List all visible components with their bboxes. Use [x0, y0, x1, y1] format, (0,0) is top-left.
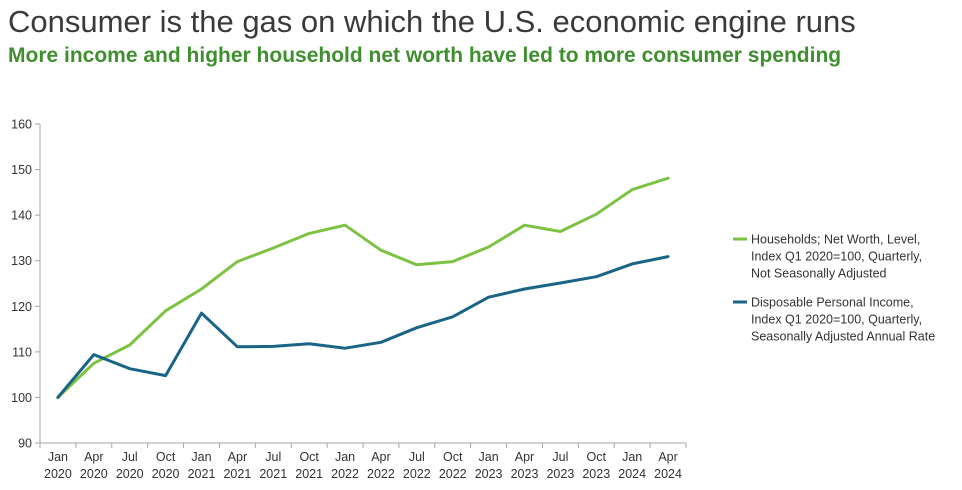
y-tick-label: 110: [12, 345, 32, 359]
x-tick-month: Jul: [122, 450, 138, 464]
x-tick-label: Oct 2020: [152, 450, 180, 481]
x-tick-year: 2023: [475, 467, 503, 481]
x-tick-year: 2024: [618, 467, 646, 481]
x-tick-year: 2021: [295, 467, 323, 481]
x-tick-month: Jan: [622, 450, 642, 464]
x-tick-month: Apr: [371, 450, 390, 464]
x-tick-label: Jan 2023: [475, 450, 503, 481]
x-tick-label: Apr 2020: [80, 450, 108, 481]
x-tick-label: Jan 2022: [331, 450, 359, 481]
legend: Households; Net Worth, Level, Index Q1 20…: [733, 233, 935, 344]
chart-subtitle: More income and higher household net wor…: [8, 44, 842, 67]
x-tick-label: Jul 2020: [116, 450, 144, 481]
y-tick-label: 160: [11, 118, 32, 132]
x-tick-month: Oct: [299, 450, 319, 464]
legend-entry-line: Index Q1 2020=100, Quarterly,: [751, 250, 922, 264]
x-tick-label: Apr 2024: [654, 450, 682, 481]
y-tick-label: 120: [11, 300, 32, 314]
legend-entry-line: Not Seasonally Adjusted: [751, 267, 887, 281]
x-tick-year: 2022: [403, 467, 431, 481]
x-tick-year: 2022: [331, 467, 359, 481]
x-tick-year: 2020: [44, 467, 72, 481]
x-tick-year: 2020: [116, 467, 144, 481]
x-tick-year: 2020: [152, 467, 180, 481]
x-tick-label: Oct 2023: [582, 450, 610, 481]
x-tick-month: Apr: [515, 450, 534, 464]
x-tick-year: 2021: [223, 467, 251, 481]
x-tick-month: Oct: [156, 450, 176, 464]
x-tick-year: 2022: [367, 467, 395, 481]
x-tick-month: Jan: [479, 450, 499, 464]
x-tick-label: Jul 2022: [403, 450, 431, 481]
x-tick-label: Oct 2022: [439, 450, 467, 481]
legend-entry-1: Disposable Personal Income, Index Q1 2020…: [751, 296, 935, 344]
x-tick-month: Jul: [265, 450, 281, 464]
x-tick-year: 2021: [188, 467, 216, 481]
y-tick-label: 90: [18, 437, 32, 451]
x-tick-month: Jan: [48, 450, 68, 464]
chart-title: Consumer is the gas on which the U.S. ec…: [8, 4, 856, 39]
x-tick-year: 2024: [654, 467, 682, 481]
series-lines: [56, 176, 670, 399]
x-tick-year: 2023: [546, 467, 574, 481]
x-tick-label: Apr 2023: [511, 450, 539, 481]
x-tick-label: Jul 2023: [546, 450, 574, 481]
y-tick-label: 100: [11, 391, 32, 405]
legend-entry-line: Seasonally Adjusted Annual Rate: [751, 330, 935, 344]
x-tick-month: Jul: [552, 450, 568, 464]
x-tick-label: Apr 2022: [367, 450, 395, 481]
series-line-1: [56, 255, 670, 399]
x-tick-label: Jan 2021: [188, 450, 216, 481]
x-tick-month: Oct: [587, 450, 607, 464]
x-tick-year: 2021: [259, 467, 287, 481]
legend-entry-line: Index Q1 2020=100, Quarterly,: [751, 313, 922, 327]
x-tick-label: Jan 2020: [44, 450, 72, 481]
axes: [35, 123, 687, 448]
x-tick-year: 2020: [80, 467, 108, 481]
series-line-0: [56, 176, 670, 399]
y-tick-label: 130: [11, 254, 32, 268]
x-tick-year: 2023: [511, 467, 539, 481]
x-tick-month: Apr: [658, 450, 677, 464]
x-tick-month: Oct: [443, 450, 463, 464]
x-tick-label: Jan 2024: [618, 450, 646, 481]
x-tick-label: Apr 2021: [223, 450, 251, 481]
x-tick-month: Apr: [84, 450, 103, 464]
x-tick-month: Jul: [409, 450, 425, 464]
x-tick-year: 2022: [439, 467, 467, 481]
y-tick-label: 140: [11, 209, 32, 223]
y-tick-label: 150: [11, 163, 32, 177]
legend-entry-line: Disposable Personal Income,: [751, 296, 914, 310]
legend-entry-0: Households; Net Worth, Level, Index Q1 20…: [751, 233, 922, 281]
legend-entry-line: Households; Net Worth, Level,: [751, 233, 920, 247]
x-tick-month: Apr: [228, 450, 247, 464]
x-tick-month: Jan: [191, 450, 211, 464]
x-tick-label: Jul 2021: [259, 450, 287, 481]
x-tick-year: 2023: [582, 467, 610, 481]
x-tick-label: Oct 2021: [295, 450, 323, 481]
x-tick-month: Jan: [335, 450, 355, 464]
